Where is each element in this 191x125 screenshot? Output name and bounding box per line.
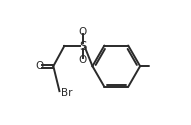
Text: S: S <box>79 40 86 52</box>
Text: O: O <box>79 55 87 65</box>
Text: O: O <box>79 27 87 37</box>
Text: O: O <box>35 61 43 71</box>
Text: Br: Br <box>61 88 73 98</box>
